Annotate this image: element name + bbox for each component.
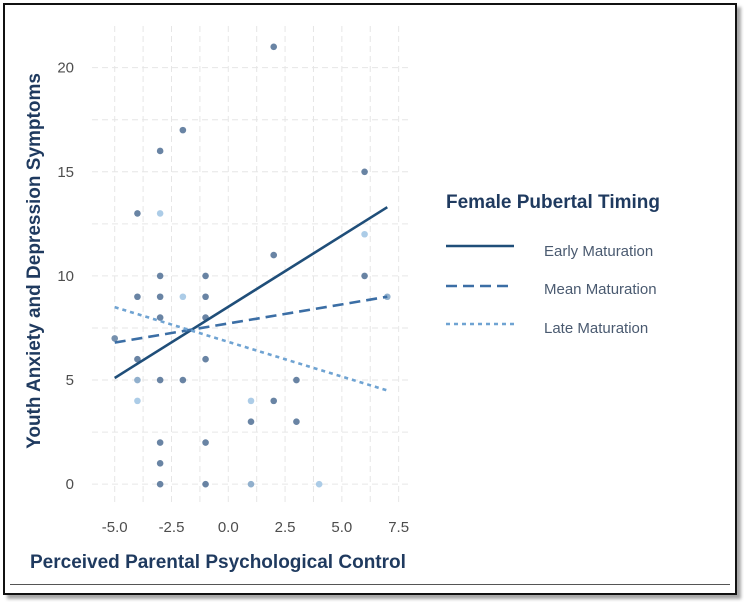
scatter-point bbox=[270, 397, 278, 405]
scatter-point bbox=[315, 480, 323, 488]
y-tick-labels: 0 5 10 15 20 bbox=[57, 60, 74, 494]
legend-label-mean: Mean Maturation bbox=[544, 281, 657, 298]
scatter-point bbox=[134, 210, 141, 217]
x-tick-label: 7.5 bbox=[388, 519, 409, 536]
scatter-point bbox=[247, 480, 255, 488]
scatter-point bbox=[111, 335, 119, 342]
y-tick-label: 10 bbox=[57, 268, 74, 285]
scatter-point bbox=[134, 293, 141, 301]
regression-line-solid bbox=[114, 206, 388, 380]
scatter-point bbox=[179, 293, 187, 301]
legend: Female Pubertal Timing Early Maturation … bbox=[446, 192, 660, 337]
scatter-point bbox=[202, 355, 209, 363]
grid bbox=[92, 26, 410, 505]
scatter-point bbox=[156, 147, 164, 155]
x-tick-label: 0.0 bbox=[218, 519, 239, 536]
scatter-point bbox=[247, 397, 255, 405]
x-tick-label: -2.5 bbox=[159, 519, 185, 536]
x-tick-label: -5.0 bbox=[102, 519, 128, 536]
scatter-point bbox=[179, 126, 187, 134]
scatter-point bbox=[156, 272, 164, 280]
scatter-point bbox=[293, 418, 300, 425]
scatter-point bbox=[202, 439, 209, 446]
scatter-point bbox=[361, 230, 368, 238]
x-tick-label: 5.0 bbox=[331, 519, 352, 536]
scatter-point bbox=[293, 376, 300, 384]
scatter-point bbox=[179, 376, 187, 384]
scatter-point bbox=[156, 376, 164, 384]
scatter-point bbox=[156, 439, 164, 446]
scatter-point bbox=[156, 314, 164, 321]
y-tick-label: 20 bbox=[57, 60, 74, 77]
y-axis-title: Youth Anxiety and Depression Symptoms bbox=[24, 73, 45, 449]
scatter-point bbox=[156, 210, 164, 217]
x-axis-title: Perceived Parental Psychological Control bbox=[30, 552, 406, 573]
scatter-point bbox=[247, 418, 255, 425]
legend-label-late: Late Maturation bbox=[544, 320, 648, 337]
x-tick-label: 2.5 bbox=[275, 519, 296, 536]
bottom-rule bbox=[10, 584, 730, 585]
y-tick-label: 0 bbox=[66, 476, 74, 493]
scatter-point bbox=[156, 460, 164, 467]
scatter-point bbox=[202, 272, 209, 280]
scatter-point bbox=[361, 168, 368, 176]
scatter-point bbox=[270, 251, 278, 259]
regression-line-dashed bbox=[114, 295, 388, 344]
y-tick-label: 5 bbox=[66, 372, 74, 389]
scatter-point bbox=[202, 480, 209, 488]
data-points bbox=[111, 43, 391, 488]
regression-lines bbox=[114, 206, 388, 392]
y-tick-label: 15 bbox=[57, 164, 74, 181]
scatter-point bbox=[134, 397, 141, 405]
scatter-point bbox=[134, 355, 141, 363]
legend-title: Female Pubertal Timing bbox=[446, 192, 660, 213]
scatter-point bbox=[156, 480, 164, 488]
legend-label-early: Early Maturation bbox=[544, 243, 653, 260]
scatter-point bbox=[270, 43, 278, 51]
scatter-point bbox=[156, 293, 164, 301]
x-tick-labels: -5.0 -2.5 0.0 2.5 5.0 7.5 bbox=[102, 519, 409, 536]
scatter-point bbox=[361, 272, 368, 280]
scatter-point bbox=[134, 376, 141, 384]
scatter-point bbox=[202, 293, 209, 301]
